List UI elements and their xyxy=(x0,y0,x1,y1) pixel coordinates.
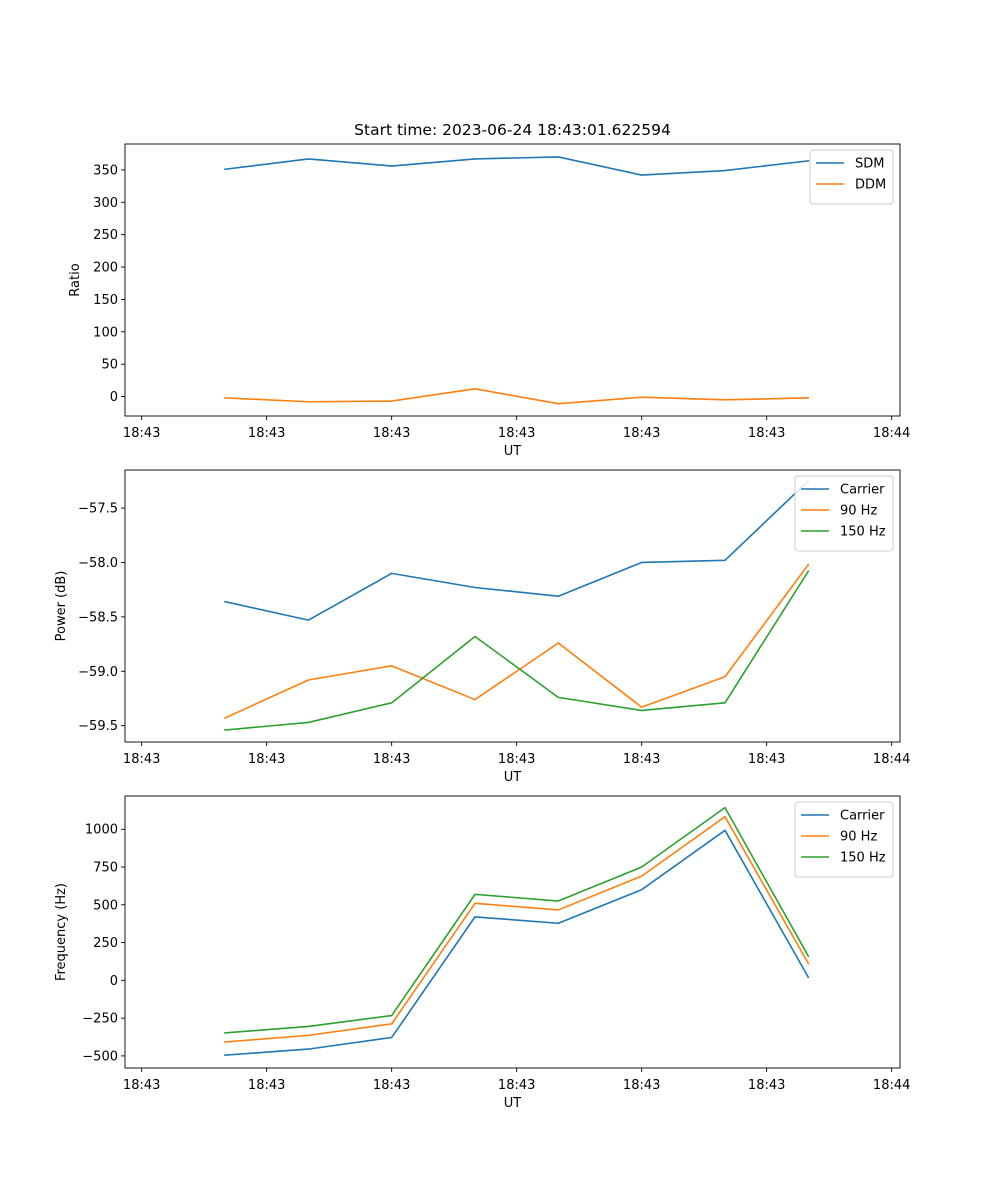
y-tick-label: 200 xyxy=(93,261,118,276)
series-line-90-hz xyxy=(224,815,810,1043)
x-tick-label: 18:43 xyxy=(498,426,535,441)
plot-frame xyxy=(124,795,901,1069)
plot-frame xyxy=(124,143,901,417)
y-tick-label: −57.5 xyxy=(78,502,118,517)
y-tick-label: 100 xyxy=(93,325,118,340)
legend-label: 90 Hz xyxy=(840,830,877,845)
series-line-90-hz xyxy=(223,563,810,720)
legend-label: SDM xyxy=(855,157,884,172)
legend-label: DDM xyxy=(855,178,886,193)
chart-panel-2: 18:43 18:43 18:43 18:43 18:43 18:43 18:44 −59.5… xyxy=(54,469,910,785)
chart-panel-1: 18:43 18:43 18:43 18:43 18:43 18:43 18:44 0 50 10… xyxy=(68,121,910,459)
x-tick-label: 18:43 xyxy=(248,752,285,767)
x-tick-label: 18:44 xyxy=(873,426,910,441)
legend-label: 150 Hz xyxy=(840,851,886,866)
y-tick-label: −59.0 xyxy=(78,665,118,680)
x-axis-label: UT xyxy=(504,1096,522,1111)
series-line-150-hz xyxy=(224,570,810,731)
y-tick-label: 750 xyxy=(93,861,118,876)
legend-label: 90 Hz xyxy=(840,504,877,519)
plot-frame xyxy=(124,469,901,743)
legend-box xyxy=(794,475,894,552)
y-tick-label: 350 xyxy=(93,163,118,178)
legend: Carrier 90 Hz 150 Hz xyxy=(794,475,894,552)
y-tick-label: −250 xyxy=(82,1012,118,1027)
x-tick-label: 18:43 xyxy=(623,752,660,767)
y-axis-label: Ratio xyxy=(68,263,83,296)
legend-label: Carrier xyxy=(840,809,885,824)
x-tick-label: 18:43 xyxy=(248,1078,285,1093)
x-tick-label: 18:43 xyxy=(748,426,785,441)
legend-label: Carrier xyxy=(840,483,885,498)
x-tick-label: 18:43 xyxy=(623,426,660,441)
chart-title: Start time: 2023-06-24 18:43:01.622594 xyxy=(354,121,671,139)
legend-box xyxy=(794,801,894,878)
y-axis-label: Power (dB) xyxy=(54,571,69,642)
x-axis-label: UT xyxy=(504,770,522,785)
x-tick-label: 18:44 xyxy=(873,752,910,767)
y-tick-label: −500 xyxy=(82,1049,118,1064)
legend-label: 150 Hz xyxy=(840,525,886,540)
x-tick-label: 18:44 xyxy=(873,1078,910,1093)
y-tick-label: 150 xyxy=(93,293,118,308)
x-tick-label: 18:43 xyxy=(123,752,160,767)
y-axis-label: Frequency (Hz) xyxy=(54,883,69,981)
y-tick-label: 0 xyxy=(110,974,118,989)
legend: SDM DDM xyxy=(809,149,894,205)
x-axis-label: UT xyxy=(504,444,522,459)
x-tick-label: 18:43 xyxy=(748,1078,785,1093)
chart-panel-3: 18:43 18:43 18:43 18:43 18:43 18:43 18:44 −500 −… xyxy=(54,795,910,1111)
x-tick-label: 18:43 xyxy=(498,752,535,767)
x-tick-label: 18:43 xyxy=(748,752,785,767)
y-tick-label: 300 xyxy=(93,196,118,211)
x-tick-label: 18:43 xyxy=(123,1078,160,1093)
series-line-150-hz xyxy=(224,806,810,1034)
series-line-carrier xyxy=(224,479,810,621)
y-tick-label: 250 xyxy=(93,936,118,951)
x-tick-label: 18:43 xyxy=(373,426,410,441)
y-tick-label: 50 xyxy=(101,358,118,373)
y-tick-label: 500 xyxy=(93,898,118,913)
y-tick-label: 250 xyxy=(93,228,118,243)
x-tick-label: 18:43 xyxy=(623,1078,660,1093)
series-line-ddm xyxy=(224,387,810,405)
x-tick-label: 18:43 xyxy=(248,426,285,441)
x-tick-label: 18:43 xyxy=(123,426,160,441)
x-tick-label: 18:43 xyxy=(373,1078,410,1093)
y-tick-label: −59.5 xyxy=(78,719,118,734)
y-tick-label: 0 xyxy=(110,390,118,405)
y-tick-label: −58.5 xyxy=(78,610,118,625)
x-tick-label: 18:43 xyxy=(498,1078,535,1093)
legend: Carrier 90 Hz 150 Hz xyxy=(794,801,894,878)
series-line-carrier xyxy=(224,829,810,1057)
y-tick-label: 1000 xyxy=(85,823,118,838)
x-tick-label: 18:43 xyxy=(373,752,410,767)
series-line-sdm xyxy=(224,156,810,176)
y-tick-label: −58.0 xyxy=(78,556,118,571)
